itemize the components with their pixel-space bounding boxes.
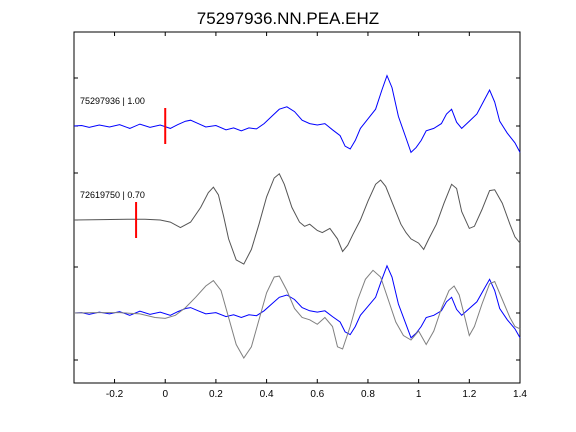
chart-title: 75297936.NN.PEA.EHZ — [197, 9, 379, 28]
trace-line-1 — [73, 74, 521, 154]
x-tick-label: 1 — [416, 389, 422, 400]
x-tick-label: -0.2 — [106, 389, 124, 400]
trace-line-4 — [73, 269, 521, 359]
trace-label: 75297936 | 1.00 — [80, 96, 145, 106]
x-tick-label: 0.2 — [209, 389, 223, 400]
x-tick-label: 0.4 — [260, 389, 274, 400]
x-tick-label: 0.6 — [310, 389, 324, 400]
x-tick-label: 1.4 — [513, 389, 527, 400]
annotations: 75297936 | 1.00 72619750 | 0.70 — [80, 96, 167, 238]
x-axis: -0.2 0 0.2 0.4 0.6 0.8 1 1.2 1.4 — [106, 32, 527, 400]
x-tick-label: 0.8 — [361, 389, 375, 400]
trace-line-3 — [73, 264, 521, 339]
plot-frame — [73, 31, 521, 384]
traces — [73, 74, 521, 359]
x-tick-label: 0 — [162, 389, 168, 400]
trace-label: 72619750 | 0.70 — [80, 190, 145, 200]
trace-line-2 — [73, 173, 521, 265]
x-tick-label: 1.2 — [462, 389, 476, 400]
